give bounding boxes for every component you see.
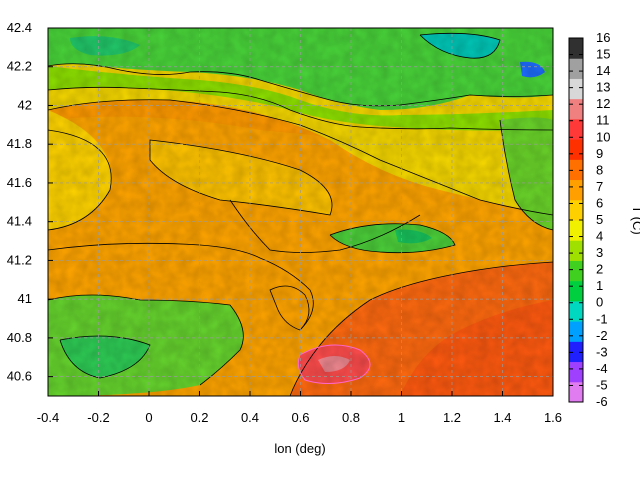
contour-line xyxy=(229,199,421,253)
x-tick-label: 0.6 xyxy=(291,410,309,425)
colorbar-segment xyxy=(569,159,583,181)
colorbar-tick-label: 10 xyxy=(596,129,610,144)
colorbar-tick-label: -2 xyxy=(596,328,608,343)
x-axis-label: lon (deg) xyxy=(274,441,325,456)
colorbar-tick-label: 15 xyxy=(596,47,610,62)
contour-line xyxy=(499,119,553,231)
contour-line xyxy=(289,261,553,396)
x-tick-label: 1.6 xyxy=(544,410,562,425)
colorbar-tick-label: 9 xyxy=(596,146,603,161)
colorbar-segment xyxy=(569,139,583,160)
contour-line xyxy=(149,139,333,216)
colorbar-tick-label: 14 xyxy=(596,63,610,78)
colorbar-tick-label: 11 xyxy=(596,113,610,128)
x-tick-label: 0.8 xyxy=(342,410,360,425)
colorbar-segment xyxy=(569,98,583,120)
contour-line xyxy=(48,129,112,231)
contour-line xyxy=(48,99,553,216)
contour-line xyxy=(48,242,314,331)
colorbar-tick-label: 8 xyxy=(596,162,603,177)
colorbar-tick-label: -6 xyxy=(596,394,608,409)
colorbar-segment xyxy=(569,341,583,363)
contour-lines xyxy=(48,32,553,396)
colorbar-tick-label: 4 xyxy=(596,229,603,244)
contour-line xyxy=(48,86,553,131)
grid-lines xyxy=(48,28,553,396)
colorbar-tick-label: 0 xyxy=(596,295,603,310)
x-tick-label: -0.2 xyxy=(87,410,109,425)
colorbar-tick-label: 3 xyxy=(596,245,603,260)
colorbar-segment xyxy=(569,240,583,261)
colorbar-segment xyxy=(569,260,583,282)
colorbar-segment xyxy=(569,220,583,241)
y-tick-label: 41.6 xyxy=(7,175,32,190)
y-tick-label: 41 xyxy=(18,291,32,306)
colorbar-tick-label: -3 xyxy=(596,344,608,359)
colorbar-segment xyxy=(569,280,583,302)
pink-patch-outline xyxy=(297,344,371,384)
y-tick-label: 42.4 xyxy=(7,20,32,35)
contour-line xyxy=(59,335,151,379)
x-tick-label: 1.2 xyxy=(443,410,461,425)
y-tick-label: 41.8 xyxy=(7,136,32,151)
colorbar-segment xyxy=(569,78,583,100)
y-tick-label: 40.6 xyxy=(7,369,32,384)
plot-area xyxy=(47,27,554,397)
contour-line xyxy=(48,294,244,386)
x-tick-label: -0.4 xyxy=(37,410,59,425)
colorbar-tick-label: -4 xyxy=(596,361,608,376)
contour-line xyxy=(269,285,310,331)
colorbar-label: T (C) xyxy=(630,205,640,234)
colorbar-tick-label: 13 xyxy=(596,80,610,95)
y-tick-label: 41.2 xyxy=(7,252,32,267)
colorbar-tick-label: 7 xyxy=(596,179,603,194)
x-axis: -0.4 -0.2 0 0.2 0.4 0.6 0.8 1 1.2 1.4 1.6 xyxy=(37,391,562,425)
colorbar-tick-label: 5 xyxy=(596,212,603,227)
colorbar-segment xyxy=(569,118,583,140)
y-axis: 40.6 40.8 41 41.2 41.4 41.6 41.8 42 42.2 42.4 xyxy=(7,20,53,384)
y-tick-label: 42.2 xyxy=(7,59,32,74)
colorbar-segment xyxy=(569,58,583,79)
colorbar-segment xyxy=(569,38,583,59)
contour-line xyxy=(419,32,501,59)
y-tick-label: 40.8 xyxy=(7,330,32,345)
colorbar-tick-label: -5 xyxy=(596,377,608,392)
y-tick-label: 42 xyxy=(18,97,32,112)
colorbar-tick-label: 12 xyxy=(596,96,610,111)
colorbar-tick-label: 1 xyxy=(596,278,603,293)
colorbar-tick-label: 16 xyxy=(596,30,610,45)
y-tick-label: 41.4 xyxy=(7,214,32,229)
colorbar-tick-label: 6 xyxy=(596,195,603,210)
colorbar-segment xyxy=(569,300,583,322)
colorbar-segment xyxy=(569,321,583,342)
colorbar-tick-label: 2 xyxy=(596,262,603,277)
x-tick-label: 0.4 xyxy=(241,410,259,425)
contour-line xyxy=(329,223,456,254)
colorbar-segment xyxy=(569,179,583,201)
contour-line xyxy=(48,63,553,107)
x-tick-label: 0 xyxy=(145,410,152,425)
colorbar-tick-label: -1 xyxy=(596,311,608,326)
colorbar-segment xyxy=(569,361,583,383)
x-tick-label: 0.2 xyxy=(190,410,208,425)
x-tick-label: 1.4 xyxy=(493,410,511,425)
colorbar-segment xyxy=(569,199,583,221)
x-tick-label: 1 xyxy=(398,410,405,425)
colorbar-segment xyxy=(569,381,583,403)
